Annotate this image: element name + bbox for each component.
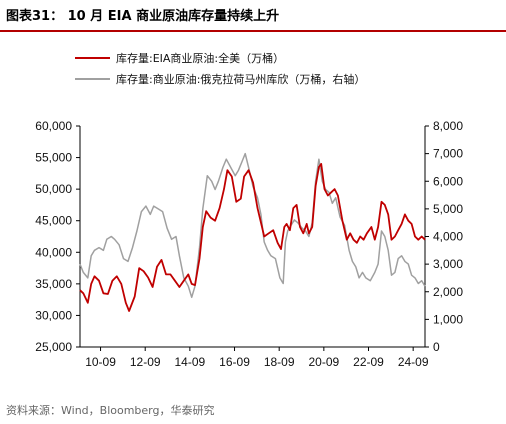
chart-series [79,152,426,312]
y-left-tick-label: 40,000 [35,245,72,259]
y-right-tick-label: 4,000 [433,230,463,244]
chart-legend: 库存量:EIA商业原油:全美（万桶） 库存量:商业原油:俄克拉荷马州库欣（万桶，… [75,51,365,86]
x-tick-label: 14-09 [175,355,206,369]
y-left-tick-label: 35,000 [35,277,72,291]
y-left-tick-label: 25,000 [35,340,72,354]
y-right-tick-label: 5,000 [433,202,463,216]
y-right-tick-label: 6,000 [433,174,463,188]
y-right-tick-label: 1,000 [433,312,463,326]
series-line-total [79,163,426,312]
y-right-tick-label: 0 [433,340,440,354]
title-rule [0,30,506,32]
y-right-tick-label: 8,000 [433,119,463,133]
chart-axes: 25,000 30,000 35,000 40,000 45,000 50,000 55,0… [35,119,463,369]
series-line-cushing [79,152,426,299]
dual-axis-line-chart: 库存量:EIA商业原油:全美（万桶） 库存量:商业原油:俄克拉荷马州库欣（万桶，… [35,51,463,369]
x-tick-label: 12-09 [130,355,161,369]
y-right-tick-label: 2,000 [433,285,463,299]
x-tick-label: 18-09 [264,355,295,369]
source-note: 资料来源：Wind，Bloomberg，华泰研究 [6,404,215,417]
y-left-tick-label: 30,000 [35,308,72,322]
legend-label-cushing: 库存量:商业原油:俄克拉荷马州库欣（万桶，右轴） [116,72,365,86]
figure-title: 图表31： 10 月 EIA 商业原油库存量持续上升 [6,9,280,24]
x-tick-label: 22-09 [353,355,384,369]
y-left-tick-label: 50,000 [35,182,72,196]
x-tick-label: 20-09 [308,355,339,369]
y-left-tick-label: 45,000 [35,214,72,228]
y-left-tick-label: 60,000 [35,119,72,133]
y-right-tick-label: 3,000 [433,257,463,271]
legend-label-total: 库存量:EIA商业原油:全美（万桶） [116,51,284,65]
y-right-tick-label: 7,000 [433,147,463,161]
y-left-tick-label: 55,000 [35,151,72,165]
x-tick-label: 10-09 [85,355,116,369]
x-tick-label: 24-09 [398,355,429,369]
x-tick-label: 16-09 [219,355,250,369]
